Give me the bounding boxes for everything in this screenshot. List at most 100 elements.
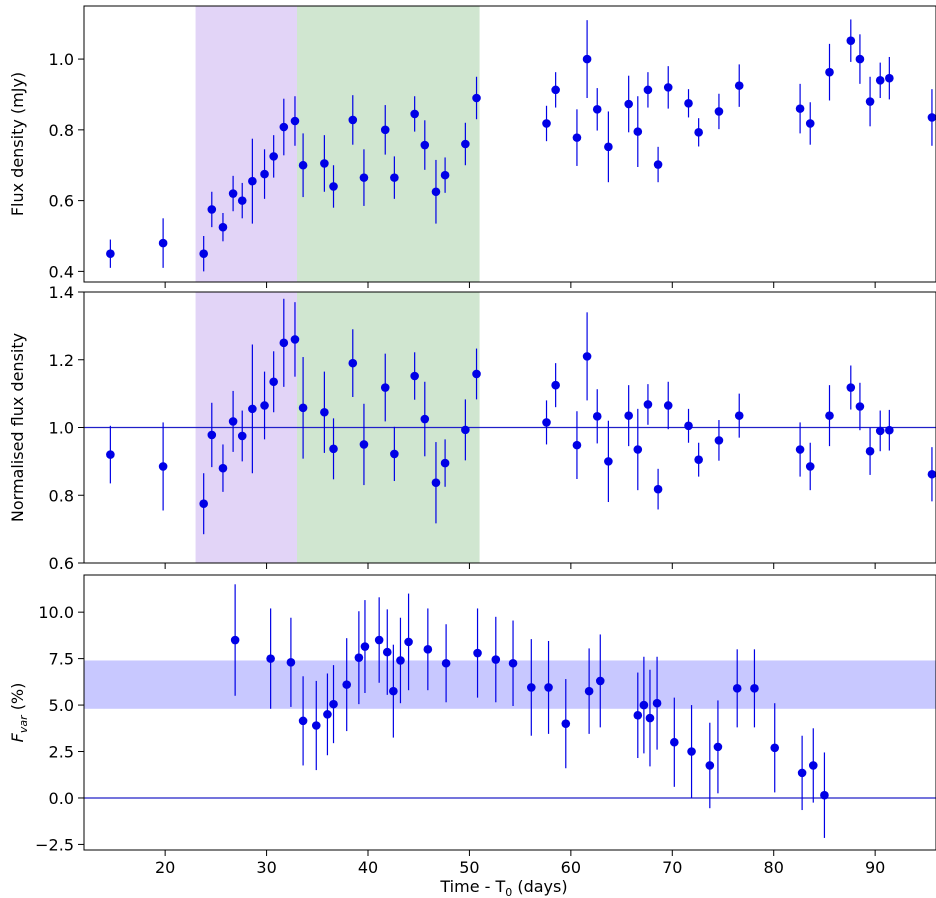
data-point xyxy=(805,462,815,471)
data-point xyxy=(207,430,217,440)
x-tick-label: 40 xyxy=(358,858,378,877)
data-point xyxy=(645,713,655,723)
data-point xyxy=(218,463,228,473)
data-point xyxy=(410,371,419,381)
data-point xyxy=(572,133,582,142)
data-point xyxy=(855,54,865,64)
data-point xyxy=(237,431,247,441)
data-point xyxy=(396,656,405,665)
data-point xyxy=(846,383,856,392)
data-point xyxy=(260,401,269,410)
data-point xyxy=(323,710,332,719)
data-point xyxy=(687,747,696,756)
data-point xyxy=(927,469,936,479)
data-point xyxy=(158,462,168,471)
data-point xyxy=(106,249,115,258)
data-point xyxy=(420,140,430,150)
y-label-main: F xyxy=(8,732,27,742)
data-point xyxy=(927,113,936,122)
y-axis-label: Normalised flux density xyxy=(8,333,27,522)
y-tick-label: 0.8 xyxy=(49,121,74,140)
data-point xyxy=(542,418,551,427)
data-point xyxy=(542,119,551,128)
data-point xyxy=(228,417,238,426)
data-point xyxy=(795,445,805,454)
data-point xyxy=(389,686,398,696)
data-point xyxy=(684,421,693,431)
data-point xyxy=(248,404,257,414)
data-point xyxy=(713,742,723,752)
data-point xyxy=(431,478,441,488)
data-point xyxy=(595,676,605,686)
data-point xyxy=(795,104,805,113)
data-point xyxy=(551,85,560,95)
y-tick-label: 1.0 xyxy=(49,50,74,69)
data-point xyxy=(572,440,582,450)
data-point xyxy=(290,335,300,344)
data-point xyxy=(228,189,238,198)
data-point xyxy=(684,99,693,108)
data-point xyxy=(348,115,358,125)
data-point xyxy=(653,160,663,169)
data-point xyxy=(461,139,470,149)
x-tick-label: 20 xyxy=(155,858,175,877)
data-point xyxy=(770,743,780,753)
data-point xyxy=(441,658,451,668)
data-point xyxy=(633,127,643,136)
x-label-main: Time - T xyxy=(439,877,505,896)
axes-frame xyxy=(83,574,936,851)
data-point xyxy=(380,125,390,135)
data-point xyxy=(825,411,834,420)
y-tick-label: 1.4 xyxy=(49,283,74,302)
data-point xyxy=(423,645,433,654)
x-tick-label: 80 xyxy=(764,858,784,877)
data-point xyxy=(390,449,399,459)
panel-normalised-flux: 0.6 0.8 1.0 1.2 1.4 Normalised flux density xyxy=(8,283,936,573)
data-point xyxy=(734,411,744,420)
data-point xyxy=(431,187,441,197)
data-point xyxy=(592,412,602,421)
data-point xyxy=(298,160,308,170)
data-point xyxy=(653,484,663,494)
x-tick-label: 50 xyxy=(459,858,479,877)
data-point xyxy=(473,648,482,658)
data-point xyxy=(279,338,289,348)
data-point xyxy=(544,683,553,692)
data-point xyxy=(825,67,834,77)
data-point xyxy=(260,169,269,179)
y-tick-label: 0.6 xyxy=(49,192,74,211)
data-point xyxy=(382,647,392,657)
data-point xyxy=(199,499,208,509)
data-point xyxy=(248,176,257,186)
data-point xyxy=(269,152,278,161)
data-point xyxy=(359,173,369,182)
data-point xyxy=(865,446,875,456)
data-point xyxy=(491,655,501,664)
x-tick-label: 30 xyxy=(256,858,276,877)
data-point xyxy=(279,122,289,132)
y-tick-label: 0.0 xyxy=(49,789,74,808)
shaded-region-2 xyxy=(297,6,480,282)
data-point xyxy=(820,790,829,800)
data-point xyxy=(875,76,885,85)
data-point xyxy=(705,761,715,770)
data-point xyxy=(624,411,633,420)
data-point xyxy=(298,716,308,726)
data-point xyxy=(266,654,275,663)
data-point xyxy=(218,222,228,232)
data-point xyxy=(359,440,369,449)
data-point xyxy=(663,401,673,410)
data-point xyxy=(694,128,703,137)
data-point xyxy=(527,683,536,692)
data-point xyxy=(633,445,643,454)
data-point xyxy=(624,99,633,109)
y-tick-label: 5.0 xyxy=(49,696,74,715)
data-point xyxy=(374,635,384,645)
data-point xyxy=(732,684,742,693)
data-point xyxy=(885,425,894,435)
data-point xyxy=(348,358,358,368)
data-point xyxy=(298,403,308,413)
x-tick-label: 70 xyxy=(662,858,682,877)
data-point xyxy=(875,426,885,436)
data-point xyxy=(320,407,329,417)
